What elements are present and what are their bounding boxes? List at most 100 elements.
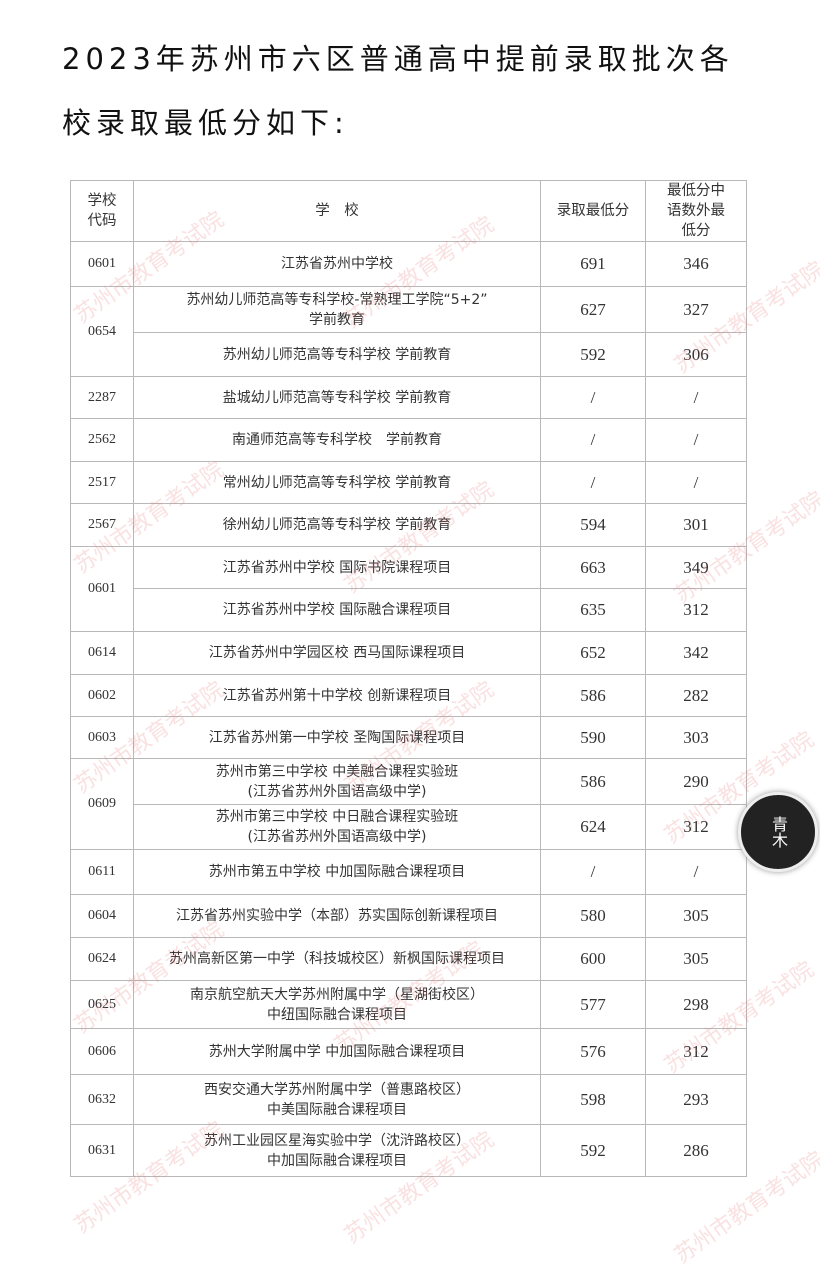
cme-min: 306 bbox=[645, 332, 747, 377]
school-name-line: 江苏省苏州中学校 国际融合课程项目 bbox=[222, 602, 452, 618]
min-score: 592 bbox=[540, 332, 646, 377]
cme-min: 327 bbox=[645, 286, 747, 333]
school-code: 0611 bbox=[70, 849, 134, 895]
school-name-line: 苏州高新区第一中学（科技城校区）新枫国际课程项目 bbox=[169, 951, 505, 967]
school-code: 2517 bbox=[70, 461, 134, 504]
school-name-line: 盐城幼儿师范高等专科学校 学前教育 bbox=[222, 389, 452, 406]
school-name: 苏州工业园区星海实验中学（沈浒路校区） 中加国际融合课程项目 bbox=[133, 1124, 541, 1177]
school-code: 2567 bbox=[70, 503, 134, 547]
header-cme-min: 最低分中语数外最低分 bbox=[645, 180, 747, 242]
cme-min: 301 bbox=[645, 503, 747, 547]
school-name: 南京航空航天大学苏州附属中学（星湖街校区） 中纽国际融合课程项目 bbox=[133, 980, 541, 1029]
cme-min: 293 bbox=[645, 1074, 747, 1125]
school-name-line: (江苏省苏州外国语高级中学) bbox=[247, 829, 427, 845]
school-name-line: 苏州大学附属中学 中加国际融合课程项目 bbox=[208, 1043, 466, 1060]
cme-min: 312 bbox=[645, 588, 747, 632]
table-row: 0625 南京航空航天大学苏州附属中学（星湖街校区） 中纽国际融合课程项目 577 29… bbox=[70, 980, 747, 1029]
school-name: 苏州大学附属中学 中加国际融合课程项目 bbox=[133, 1028, 541, 1075]
school-name: 江苏省苏州中学校 国际融合课程项目 bbox=[133, 588, 541, 632]
table-row: 0632 西安交通大学苏州附属中学（普惠路校区） 中美国际融合课程项目 598 293 bbox=[70, 1074, 747, 1125]
min-score: 691 bbox=[540, 241, 646, 287]
min-score: 576 bbox=[540, 1028, 646, 1075]
page-title-line-2: 校录取最低分如下: bbox=[62, 106, 349, 140]
admission-score-table: 学校代码 学 校 录取最低分 最低分中语数外最低分 0601 江苏省苏州中学校 69… bbox=[70, 180, 747, 1177]
table-row: 2517 常州幼儿师范高等专科学校 学前教育 / / bbox=[70, 461, 747, 504]
table-row: 0603 江苏省苏州第一中学校 圣陶国际课程项目 590 303 bbox=[70, 716, 747, 759]
table-row: 0604 江苏省苏州实验中学（本部）苏实国际创新课程项目 580 305 bbox=[70, 894, 747, 938]
school-code: 0654 bbox=[70, 286, 134, 377]
min-score: 586 bbox=[540, 758, 646, 805]
school-code: 0625 bbox=[70, 980, 134, 1029]
min-score: 586 bbox=[540, 674, 646, 717]
min-score: / bbox=[540, 418, 646, 462]
channel-logo: 青木 bbox=[738, 792, 818, 872]
school-code: 0632 bbox=[70, 1074, 134, 1125]
school-code: 0609 bbox=[70, 758, 134, 850]
school-name: 江苏省苏州实验中学（本部）苏实国际创新课程项目 bbox=[133, 894, 541, 938]
table-row: 江苏省苏州中学校 国际融合课程项目 635 312 bbox=[71, 588, 747, 632]
min-score: / bbox=[540, 461, 646, 504]
cme-min: 349 bbox=[645, 546, 747, 589]
cme-min: 312 bbox=[645, 1028, 747, 1075]
school-name-line: 苏州幼儿师范高等专科学校-常熟理工学院“5+2” bbox=[186, 291, 488, 308]
table-row: 0631 苏州工业园区星海实验中学（沈浒路校区） 中加国际融合课程项目 592 286 bbox=[70, 1124, 747, 1177]
min-score: 663 bbox=[540, 546, 646, 589]
school-name-line: 中美国际融合课程项目 bbox=[267, 1101, 407, 1118]
school-name-line: 徐州幼儿师范高等专科学校 学前教育 bbox=[222, 517, 452, 533]
school-name: 苏州市第三中学校 中日融合课程实验班 (江苏省苏州外国语高级中学) bbox=[133, 804, 541, 850]
table-row: 0601 江苏省苏州中学校 691 346 bbox=[70, 241, 747, 287]
school-name: 江苏省苏州中学校 bbox=[133, 241, 541, 287]
school-name: 苏州幼儿师范高等专科学校 学前教育 bbox=[133, 332, 541, 377]
school-name: 江苏省苏州中学园区校 西马国际课程项目 bbox=[133, 631, 541, 675]
school-code: 2287 bbox=[70, 376, 134, 419]
page-title-line-1: 2023年苏州市六区普通高中提前录取批次各 bbox=[62, 42, 734, 76]
school-code: 0601 bbox=[70, 546, 134, 632]
school-name: 苏州高新区第一中学（科技城校区）新枫国际课程项目 bbox=[133, 937, 541, 981]
cme-min: 312 bbox=[645, 804, 747, 850]
school-name-line: 江苏省苏州第一中学校 圣陶国际课程项目 bbox=[208, 729, 466, 746]
school-name-line: 中纽国际融合课程项目 bbox=[267, 1006, 407, 1023]
table-row: 0611 苏州市第五中学校 中加国际融合课程项目 / / bbox=[70, 849, 747, 895]
min-score: 577 bbox=[540, 980, 646, 1029]
min-score: 600 bbox=[540, 937, 646, 981]
min-score: / bbox=[540, 849, 646, 895]
school-name: 江苏省苏州中学校 国际书院课程项目 bbox=[133, 546, 541, 589]
table-row: 0624 苏州高新区第一中学（科技城校区）新枫国际课程项目 600 305 bbox=[70, 937, 747, 981]
table-row: 0606 苏州大学附属中学 中加国际融合课程项目 576 312 bbox=[70, 1028, 747, 1075]
min-score: 624 bbox=[540, 804, 646, 850]
school-name-line: 南通师范高等专科学校 学前教育 bbox=[232, 432, 442, 448]
school-name-line: 苏州市第五中学校 中加国际融合课程项目 bbox=[208, 864, 466, 880]
cme-min: 305 bbox=[645, 894, 747, 938]
table-row: 0609 苏州市第三中学校 中美融合课程实验班 (江苏省苏州外国语高级中学) 586 2… bbox=[70, 758, 747, 850]
school-name: 苏州幼儿师范高等专科学校-常熟理工学院“5+2” 学前教育 bbox=[133, 286, 541, 333]
school-name-line: 南京航空航天大学苏州附属中学（星湖街校区） bbox=[190, 986, 484, 1003]
school-name: 盐城幼儿师范高等专科学校 学前教育 bbox=[133, 376, 541, 419]
school-code: 2562 bbox=[70, 418, 134, 462]
min-score: 635 bbox=[540, 588, 646, 632]
school-name-line: 中加国际融合课程项目 bbox=[267, 1152, 407, 1169]
school-name: 苏州市第三中学校 中美融合课程实验班 (江苏省苏州外国语高级中学) bbox=[133, 758, 541, 805]
cme-min: 342 bbox=[645, 631, 747, 675]
school-name-line: 学前教育 bbox=[309, 311, 365, 328]
table-header-row: 学校代码 学 校 录取最低分 最低分中语数外最低分 bbox=[70, 180, 747, 242]
school-code: 0602 bbox=[70, 674, 134, 717]
min-score: 580 bbox=[540, 894, 646, 938]
header-code: 学校代码 bbox=[70, 180, 134, 242]
min-score: 592 bbox=[540, 1124, 646, 1177]
min-score: 594 bbox=[540, 503, 646, 547]
school-name-line: 江苏省苏州第十中学校 创新课程项目 bbox=[222, 687, 452, 704]
school-code: 0631 bbox=[70, 1124, 134, 1177]
table-row: 苏州市第三中学校 中日融合课程实验班 (江苏省苏州外国语高级中学) 624 312 bbox=[71, 804, 747, 850]
school-name-line: 苏州工业园区星海实验中学（沈浒路校区） bbox=[204, 1132, 470, 1149]
school-code: 0601 bbox=[70, 241, 134, 287]
school-name: 江苏省苏州第一中学校 圣陶国际课程项目 bbox=[133, 716, 541, 759]
school-name: 江苏省苏州第十中学校 创新课程项目 bbox=[133, 674, 541, 717]
school-name-line: 苏州市第三中学校 中日融合课程实验班 bbox=[215, 809, 459, 825]
school-name: 徐州幼儿师范高等专科学校 学前教育 bbox=[133, 503, 541, 547]
min-score: 590 bbox=[540, 716, 646, 759]
school-name-line: 江苏省苏州中学园区校 西马国际课程项目 bbox=[208, 645, 466, 661]
school-name-line: 苏州幼儿师范高等专科学校 学前教育 bbox=[222, 346, 452, 363]
cme-min: / bbox=[645, 418, 747, 462]
school-name: 西安交通大学苏州附属中学（普惠路校区） 中美国际融合课程项目 bbox=[133, 1074, 541, 1125]
school-name: 南通师范高等专科学校 学前教育 bbox=[133, 418, 541, 462]
